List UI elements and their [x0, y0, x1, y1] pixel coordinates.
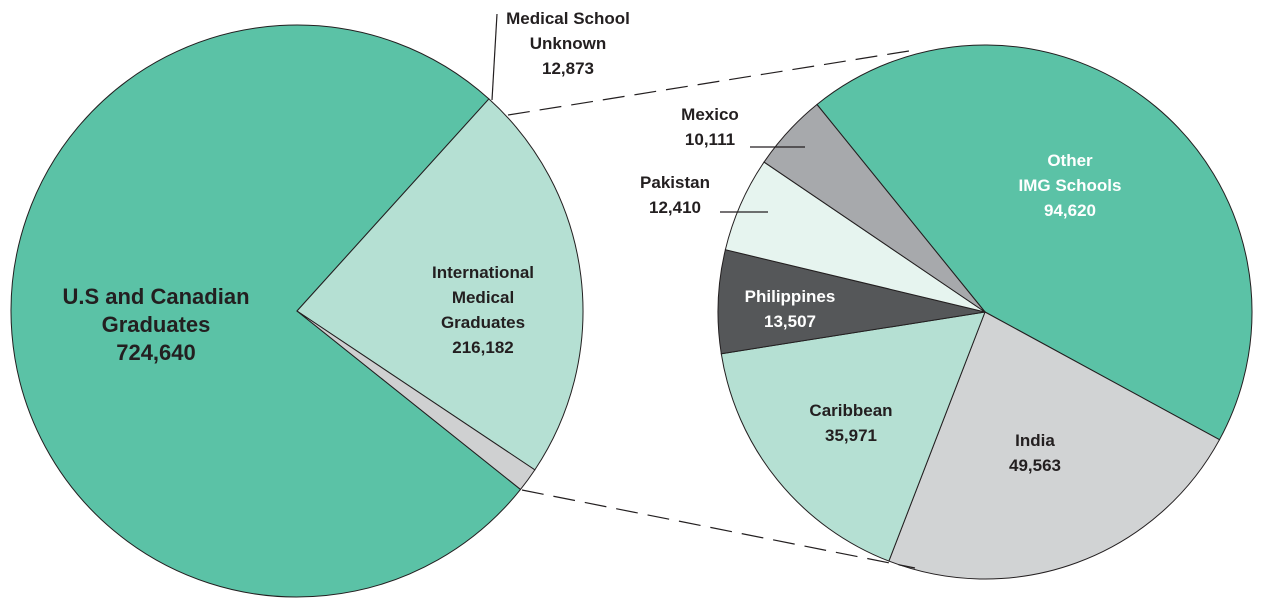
connector-line: [507, 49, 916, 116]
pie-slice: [763, 103, 986, 313]
slice-label: Mexico 10,111: [681, 102, 739, 152]
value-label: 724,640: [116, 340, 196, 365]
slice-label: Philippines 13,507: [745, 284, 836, 334]
value-label: 12,410: [649, 198, 701, 217]
category: Caribbean: [809, 401, 893, 420]
value-label: 49,563: [1009, 456, 1061, 475]
value-label: 13,507: [764, 312, 816, 331]
slice-label: Medical School Unknown 12,873: [506, 6, 630, 81]
value-label: 216,182: [452, 338, 514, 357]
value-label: 94,620: [1044, 201, 1096, 220]
pie-slice: [720, 311, 986, 562]
value-label: 12,873: [542, 59, 594, 78]
pie-slice: [10, 24, 522, 598]
category: Philippines: [744, 287, 836, 306]
pie: [10, 24, 584, 598]
category: India: [1015, 431, 1055, 450]
slice-label: Other IMG Schools 94,620: [1019, 148, 1122, 223]
pie-slice: [888, 311, 1221, 580]
leader-line: [491, 13, 498, 101]
pie: [717, 44, 1253, 580]
category: U.S and Canadian Graduates: [62, 284, 250, 337]
pie-slice: [296, 98, 584, 471]
category: Mexico: [681, 105, 739, 124]
category: Other IMG Schools: [1018, 151, 1122, 195]
slice-label: Caribbean 35,971: [809, 398, 892, 448]
category: International Medical Graduates: [431, 263, 535, 332]
value-label: 35,971: [824, 426, 877, 445]
slice-label: U.S and Canadian Graduates 724,640: [62, 283, 249, 367]
connectors: [491, 13, 916, 569]
slice-label: Pakistan 12,410: [640, 170, 710, 220]
pie-slice: [816, 44, 1253, 441]
slice-label: International Medical Graduates 216,182: [432, 260, 534, 360]
category: Pakistan: [640, 173, 710, 192]
connector-line: [521, 489, 916, 569]
category: Medical School Unknown: [506, 9, 630, 53]
pie-slice: [296, 310, 536, 491]
slice-label: India 49,563: [1009, 428, 1061, 478]
value-label: 10,111: [684, 130, 736, 149]
